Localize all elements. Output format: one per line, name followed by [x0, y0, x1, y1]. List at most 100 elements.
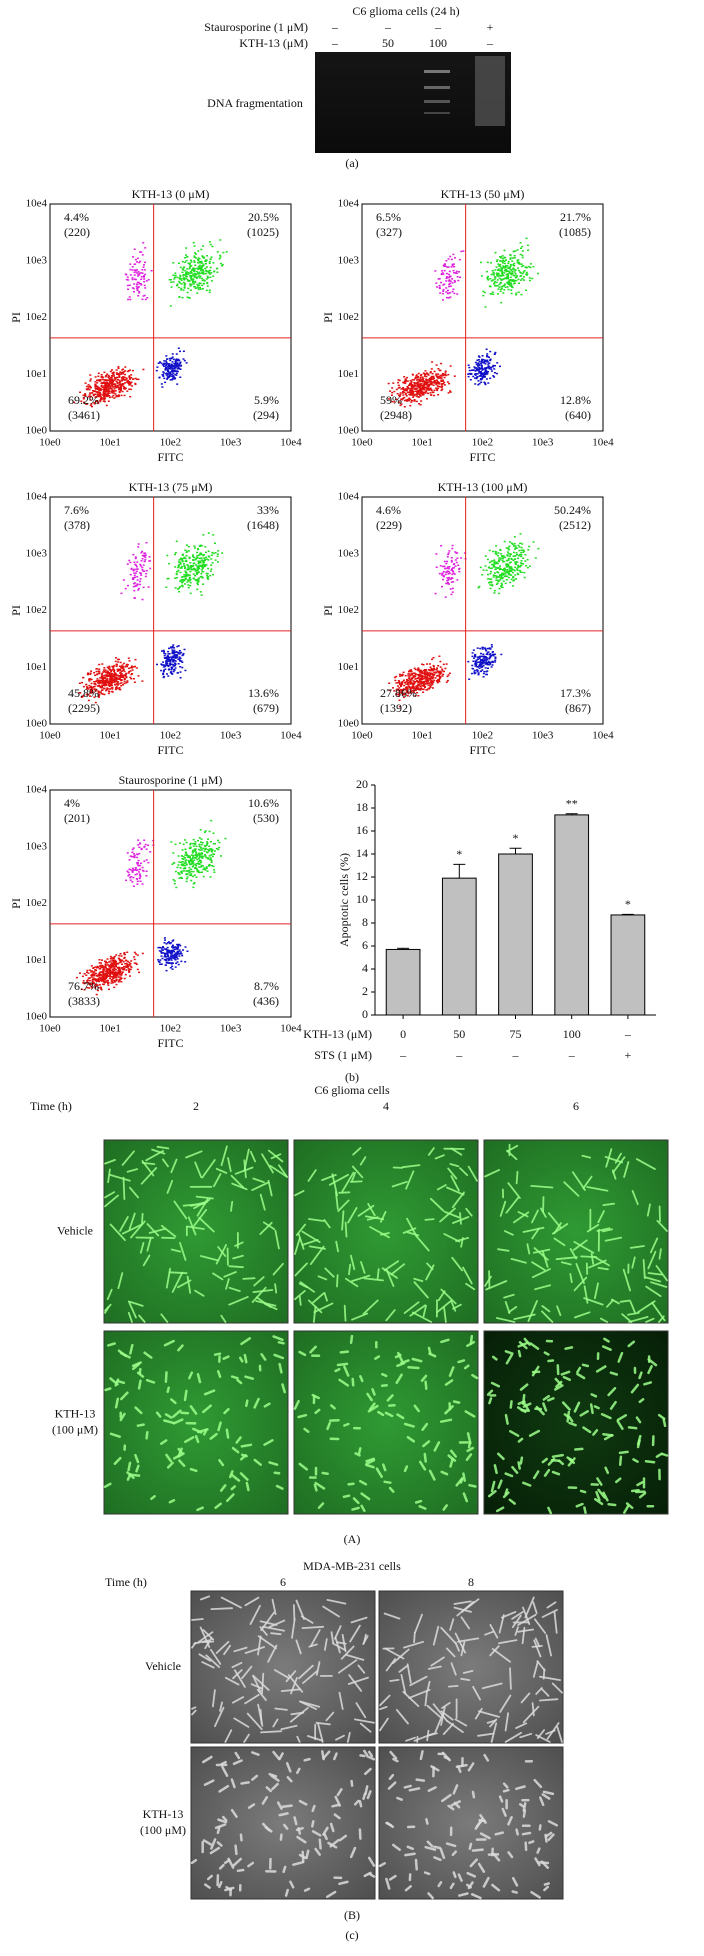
- event-dot: [111, 392, 114, 394]
- event-dot: [108, 975, 111, 978]
- event-dot: [170, 366, 173, 368]
- y-tick-label: 10e4: [338, 198, 360, 210]
- event-dot: [447, 578, 450, 580]
- event-dot: [418, 396, 420, 398]
- event-dot: [418, 674, 421, 676]
- event-dot: [439, 565, 442, 567]
- event-dot: [198, 282, 201, 284]
- y-tick-label: 10e1: [26, 368, 47, 380]
- event-dot: [179, 671, 182, 673]
- event-dot: [473, 671, 476, 673]
- event-dot: [429, 685, 432, 688]
- event-dot: [139, 880, 142, 882]
- event-dot: [424, 686, 427, 688]
- event-dot: [216, 251, 219, 253]
- event-dot: [107, 971, 110, 973]
- event-dot: [488, 661, 491, 664]
- event-dot: [517, 269, 520, 272]
- event-dot: [184, 274, 187, 276]
- event-dot: [489, 285, 491, 287]
- event-dot: [142, 368, 145, 371]
- y-tick-label: 10e4: [26, 784, 48, 796]
- event-dot: [419, 683, 422, 685]
- event-dot: [194, 863, 197, 866]
- event-dot: [139, 874, 142, 877]
- event-dot: [129, 388, 132, 391]
- event-dot: [487, 651, 490, 653]
- event-dot: [508, 555, 511, 557]
- y-tick-label: 12: [356, 869, 368, 883]
- event-dot: [121, 963, 123, 965]
- event-dot: [117, 373, 120, 375]
- event-dot: [197, 568, 200, 571]
- event-dot: [174, 276, 176, 279]
- event-dot: [495, 583, 498, 585]
- event-dot: [180, 365, 183, 367]
- event-dot: [194, 575, 196, 577]
- event-dot: [140, 565, 142, 567]
- event-dot: [93, 672, 96, 674]
- y-tick-label: 10e4: [26, 491, 48, 503]
- event-dot: [188, 267, 191, 270]
- event-dot: [206, 851, 208, 853]
- event-dot: [106, 678, 109, 680]
- event-dot: [178, 282, 181, 284]
- event-dot: [109, 677, 112, 679]
- event-dot: [391, 400, 393, 403]
- event-dot: [445, 260, 448, 262]
- event-dot: [446, 570, 449, 572]
- event-dot: [191, 851, 194, 853]
- x-axis-label: FITC: [469, 743, 495, 757]
- event-dot: [129, 573, 132, 576]
- event-dot: [407, 398, 410, 400]
- event-dot: [181, 554, 184, 556]
- event-dot: [191, 857, 194, 860]
- event-dot: [80, 988, 83, 990]
- event-dot: [129, 876, 132, 879]
- event-dot: [111, 677, 114, 679]
- event-dot: [520, 564, 523, 567]
- event-dot: [508, 548, 510, 551]
- event-dot: [102, 677, 104, 680]
- event-dot: [123, 394, 126, 397]
- event-dot: [219, 262, 222, 265]
- event-dot: [524, 554, 527, 556]
- event-dot: [104, 669, 107, 671]
- event-dot: [428, 675, 431, 677]
- event-dot: [95, 680, 97, 683]
- event-dot: [129, 670, 132, 672]
- event-dot: [499, 260, 501, 262]
- sts-label: –: [455, 1048, 463, 1062]
- event-dot: [520, 560, 523, 562]
- event-dot: [512, 250, 515, 252]
- event-dot: [118, 972, 121, 975]
- event-dot: [398, 379, 401, 382]
- event-dot: [525, 271, 528, 274]
- event-dot: [208, 845, 211, 847]
- event-dot: [107, 382, 110, 385]
- event-dot: [438, 680, 441, 683]
- event-dot: [172, 939, 175, 941]
- event-dot: [103, 969, 106, 971]
- event-dot: [480, 381, 483, 383]
- event-dot: [476, 666, 479, 668]
- event-dot: [132, 582, 135, 585]
- event-dot: [128, 859, 131, 861]
- event-dot: [171, 379, 174, 381]
- event-dot: [123, 956, 126, 959]
- event-dot: [193, 556, 196, 559]
- event-dot: [182, 856, 185, 858]
- event-dot: [177, 963, 180, 966]
- event-dot: [445, 374, 448, 377]
- event-dot: [418, 385, 421, 387]
- event-dot: [503, 289, 506, 291]
- event-dot: [221, 265, 223, 267]
- event-dot: [509, 257, 512, 259]
- lane-label: –: [331, 36, 339, 50]
- event-dot: [204, 546, 207, 548]
- quadrant-label: 17.3%: [560, 686, 591, 700]
- event-dot: [437, 375, 440, 378]
- event-dot: [101, 675, 104, 678]
- event-dot: [515, 578, 518, 580]
- event-dot: [163, 955, 166, 958]
